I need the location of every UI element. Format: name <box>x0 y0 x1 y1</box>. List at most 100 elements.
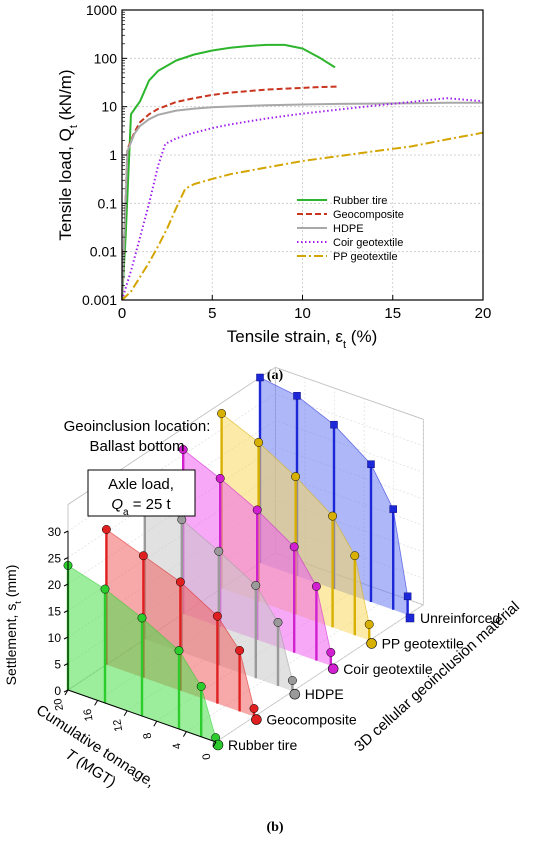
b-marker-rubber-tire <box>137 613 147 623</box>
b-marker-pp-geotextile <box>350 551 360 561</box>
b-t-tick <box>123 710 128 717</box>
b-category-marker-pp-geotextile <box>366 638 377 649</box>
a-y-tick-label: 0.1 <box>98 195 118 211</box>
b-marker-hdpe <box>287 676 297 685</box>
b-axle-label-line2: Qa = 25 t <box>111 496 171 518</box>
b-annotation-title: Geoinclusion location: <box>64 418 211 435</box>
a-y-tick-label: 1 <box>109 147 117 163</box>
b-panel-label: (b) <box>266 820 283 835</box>
a-x-tick-label: 0 <box>118 305 126 322</box>
b-top-line-geocomposite <box>106 529 255 709</box>
b-marker-coir-geotextile <box>252 505 262 515</box>
b-top-line-coir-geotextile <box>182 449 332 653</box>
b-annotation-location: Ballast bottom <box>89 438 184 455</box>
panel-b-3d-chart: Unreinforced PP geotextile Coir geotextile… <box>3 366 523 835</box>
b-z-tick-label: 30 <box>48 525 62 539</box>
b-marker-hdpe <box>251 581 261 590</box>
b-z-tick-label: 20 <box>48 578 62 592</box>
b-marker-unreinforced <box>367 460 375 468</box>
a-legend-label: HDPE <box>333 223 364 235</box>
a-legend-label: PP geotextile <box>333 251 398 263</box>
a-x-tick-label: 5 <box>208 305 216 322</box>
b-category-marker-geocomposite <box>251 714 262 725</box>
b-marker-pp-geotextile <box>328 511 338 521</box>
a-y-tick-label: 0.001 <box>82 292 117 308</box>
b-marker-geocomposite <box>249 704 259 713</box>
b-z-tick-label: 5 <box>54 658 61 672</box>
b-t-tick-label: 20 <box>52 697 66 711</box>
a-legend-label: Rubber tire <box>333 195 387 207</box>
b-top-line-unreinforced <box>259 377 409 597</box>
b-category-label-geocomposite: Geocomposite <box>266 712 356 728</box>
a-series-line-rubber-tire <box>121 43 336 301</box>
b-marker-geocomposite <box>212 611 222 621</box>
a-y-tick-label: 1000 <box>86 2 117 18</box>
a-series-group <box>121 43 484 301</box>
b-category-label-rubber-tire: Rubber tire <box>228 737 297 753</box>
a-y-axis-label: Tensile load, Qt (kN/m) <box>56 69 80 240</box>
b-marker-unreinforced <box>389 505 397 513</box>
a-series-line-geocomposite <box>121 85 339 301</box>
b-marker-unreinforced <box>256 373 264 382</box>
b-t-tick-label: 8 <box>141 732 154 740</box>
b-z-axis-label: Settlement, st (mm) <box>3 565 23 686</box>
b-t-axis <box>67 689 217 743</box>
b-t-tick <box>212 741 217 748</box>
b-marker-unreinforced <box>330 420 338 429</box>
b-t-tick-label: 16 <box>82 708 96 722</box>
b-t-tick <box>94 700 99 706</box>
a-ticks: 0 5 10 15 20 0.001 0.01 0.1 1 10 100 1000 <box>82 2 491 322</box>
b-marker-hdpe <box>177 515 187 525</box>
b-marker-pp-geotextile <box>254 437 264 447</box>
b-top-line-rubber-tire <box>67 565 217 738</box>
a-y-tick-label: 100 <box>94 50 118 66</box>
b-z-tick-label: 0 <box>54 684 61 698</box>
b-marker-coir-geotextile <box>311 581 321 591</box>
a-legend-label: Geocomposite <box>333 209 404 221</box>
a-y-tick-label: 10 <box>101 99 117 115</box>
b-t-tick <box>182 731 187 737</box>
b-z-tick <box>63 583 69 587</box>
b-marker-geocomposite <box>138 551 148 561</box>
b-marker-coir-geotextile <box>326 647 336 657</box>
b-marker-hdpe <box>273 617 283 627</box>
b-axle-box <box>87 469 196 517</box>
b-t-tick <box>64 689 69 696</box>
b-marker-rubber-tire <box>100 584 110 594</box>
a-x-axis-label: Tensile strain, εt (%) <box>227 327 377 351</box>
b-t-tick <box>153 720 158 727</box>
a-x-tick-label: 20 <box>475 305 492 322</box>
b-category-label-hdpe: HDPE <box>305 686 344 702</box>
a-legend-label: Coir geotextile <box>333 237 403 249</box>
b-marker-coir-geotextile <box>289 542 299 552</box>
b-category-marker-coir-geotextile <box>327 663 339 675</box>
b-marker-pp-geotextile <box>291 472 301 482</box>
b-floor-gridline <box>215 604 424 743</box>
b-marker-rubber-tire <box>196 682 206 691</box>
b-axle-label-line1: Axle load, <box>108 476 174 493</box>
b-marker-pp-geotextile <box>364 619 374 629</box>
b-marker-hdpe <box>214 546 224 556</box>
b-category-marker-unreinforced <box>405 613 415 623</box>
b-t-tick-label: 12 <box>111 718 125 732</box>
a-y-tick-label: 0.01 <box>90 244 117 260</box>
b-z-tick-label: 25 <box>48 552 62 566</box>
b-marker-coir-geotextile <box>215 473 225 483</box>
b-z-tick-label: 10 <box>48 631 62 645</box>
b-marker-geocomposite <box>235 646 245 655</box>
a-x-tick-label: 10 <box>294 305 311 322</box>
b-z-tick <box>63 557 69 560</box>
a-legend: Rubber tire Geocomposite HDPE Coir geotexti… <box>297 195 404 263</box>
b-marker-geocomposite <box>101 525 111 534</box>
b-category-marker-hdpe <box>289 688 301 700</box>
b-category-label-coir-geotextile: Coir geotextile <box>343 661 433 677</box>
b-category-label-pp-geotextile: PP geotextile <box>382 635 464 651</box>
b-ticks: 0 5 10 15 20 25 30 0 4 8 12 16 20 <box>48 525 217 761</box>
b-marker-unreinforced <box>293 392 301 400</box>
b-marker-unreinforced <box>403 592 412 601</box>
b-marker-geocomposite <box>175 577 185 587</box>
a-series-line-pp-geotextile <box>121 131 484 301</box>
b-top-line-pp-geotextile <box>221 413 370 625</box>
b-marker-coir-geotextile <box>178 445 188 454</box>
